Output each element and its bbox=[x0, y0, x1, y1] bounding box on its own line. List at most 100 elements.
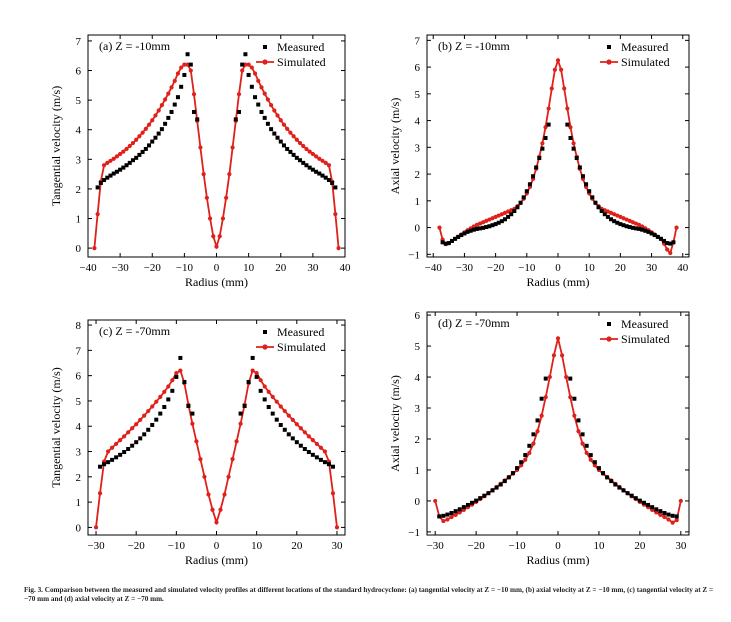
figure-caption: Fig. 3. Comparison between the measured … bbox=[24, 586, 714, 603]
measured-point bbox=[625, 491, 630, 496]
y-tick-label: 2 bbox=[415, 169, 421, 181]
simulated-point bbox=[118, 438, 123, 443]
simulated-point bbox=[297, 140, 303, 146]
simulated-point bbox=[592, 463, 597, 468]
legend-simulated-label: Simulated bbox=[277, 340, 326, 354]
x-axis-label: Radius (mm) bbox=[185, 553, 248, 567]
x-tick-label: 20 bbox=[615, 262, 627, 274]
simulated-point bbox=[662, 514, 667, 520]
measured-point bbox=[654, 507, 659, 512]
measured-point bbox=[179, 84, 184, 89]
measured-point bbox=[298, 158, 303, 163]
x-tick-label: −10 bbox=[518, 262, 536, 274]
x-axis-label: Radius (mm) bbox=[527, 553, 590, 567]
measured-point bbox=[527, 443, 532, 448]
measured-point bbox=[314, 455, 319, 460]
simulated-point bbox=[156, 108, 161, 113]
simulated-point bbox=[126, 430, 131, 435]
measured-point bbox=[518, 200, 523, 205]
measured-point bbox=[580, 174, 585, 179]
measured-point bbox=[440, 240, 445, 245]
measured-point bbox=[110, 457, 115, 462]
measured-point bbox=[652, 233, 657, 238]
measured-point bbox=[262, 397, 267, 402]
simulated-point bbox=[182, 62, 187, 67]
measured-point bbox=[627, 225, 632, 230]
measured-point bbox=[182, 379, 187, 384]
simulated-point bbox=[204, 195, 209, 200]
simulated-point bbox=[154, 399, 159, 404]
measured-point bbox=[618, 222, 623, 227]
measured-point bbox=[605, 214, 610, 219]
x-tick-label: −10 bbox=[176, 262, 194, 274]
measured-point bbox=[655, 234, 660, 239]
measured-point bbox=[156, 131, 161, 136]
simulated-point bbox=[258, 378, 263, 383]
simulated-point bbox=[158, 394, 163, 399]
y-tick-label: 0 bbox=[415, 223, 421, 235]
measured-point bbox=[437, 514, 442, 519]
measured-point bbox=[637, 498, 642, 503]
measured-point bbox=[502, 217, 507, 222]
simulated-point bbox=[143, 126, 148, 131]
simulated-point bbox=[214, 244, 219, 249]
measured-point bbox=[629, 493, 634, 498]
simulated-point bbox=[227, 172, 232, 177]
simulated-point bbox=[288, 130, 293, 135]
simulated-point bbox=[259, 85, 264, 90]
measured-point bbox=[584, 182, 589, 187]
y-tick-label: 5 bbox=[415, 89, 421, 101]
measured-point bbox=[114, 455, 119, 460]
measured-point bbox=[274, 417, 279, 422]
y-tick-label: 4 bbox=[76, 125, 82, 137]
legend-measured-label: Measured bbox=[277, 325, 324, 339]
measured-point bbox=[574, 156, 579, 161]
simulated-point bbox=[240, 68, 245, 73]
measured-point bbox=[114, 169, 119, 174]
y-tick-label: 6 bbox=[415, 310, 421, 322]
simulated-point bbox=[445, 517, 450, 522]
measured-point bbox=[592, 460, 597, 465]
simulated-point bbox=[291, 134, 296, 139]
simulated-point bbox=[134, 137, 139, 142]
measured-point bbox=[294, 440, 299, 445]
legend-simulated-label: Simulated bbox=[277, 55, 326, 69]
measured-point bbox=[172, 102, 177, 107]
measured-point bbox=[281, 143, 286, 148]
simulated-point bbox=[336, 246, 341, 251]
measured-point bbox=[617, 485, 622, 490]
simulated-point bbox=[546, 106, 551, 111]
simulated-series-line bbox=[93, 63, 340, 250]
measured-point bbox=[150, 139, 155, 144]
measured-point bbox=[318, 457, 323, 462]
simulated-point bbox=[678, 498, 683, 504]
measured-point bbox=[456, 234, 461, 239]
simulated-point bbox=[250, 368, 255, 373]
measured-point bbox=[515, 466, 520, 471]
measured-point bbox=[453, 509, 458, 514]
y-tick-label: 0 bbox=[76, 522, 82, 534]
simulated-point bbox=[210, 507, 215, 512]
legend-measured-marker bbox=[263, 45, 267, 49]
measured-point bbox=[124, 163, 129, 168]
measured-point bbox=[166, 115, 171, 120]
measured-point bbox=[478, 226, 483, 231]
measured-point bbox=[285, 146, 290, 151]
measured-point bbox=[153, 135, 158, 140]
y-tick-label: 7 bbox=[76, 345, 82, 357]
simulated-point bbox=[178, 368, 183, 373]
simulated-point bbox=[220, 216, 226, 221]
simulated-point bbox=[543, 395, 548, 400]
measured-point bbox=[499, 219, 504, 224]
measured-point bbox=[590, 195, 595, 200]
measured-point bbox=[254, 374, 259, 379]
y-tick-label: 4 bbox=[415, 372, 421, 384]
simulated-point bbox=[437, 225, 442, 230]
measured-point bbox=[445, 512, 450, 517]
measured-point bbox=[474, 498, 479, 503]
measured-point bbox=[166, 397, 171, 402]
measured-point bbox=[613, 482, 618, 487]
legend-simulated-label: Simulated bbox=[621, 55, 670, 69]
